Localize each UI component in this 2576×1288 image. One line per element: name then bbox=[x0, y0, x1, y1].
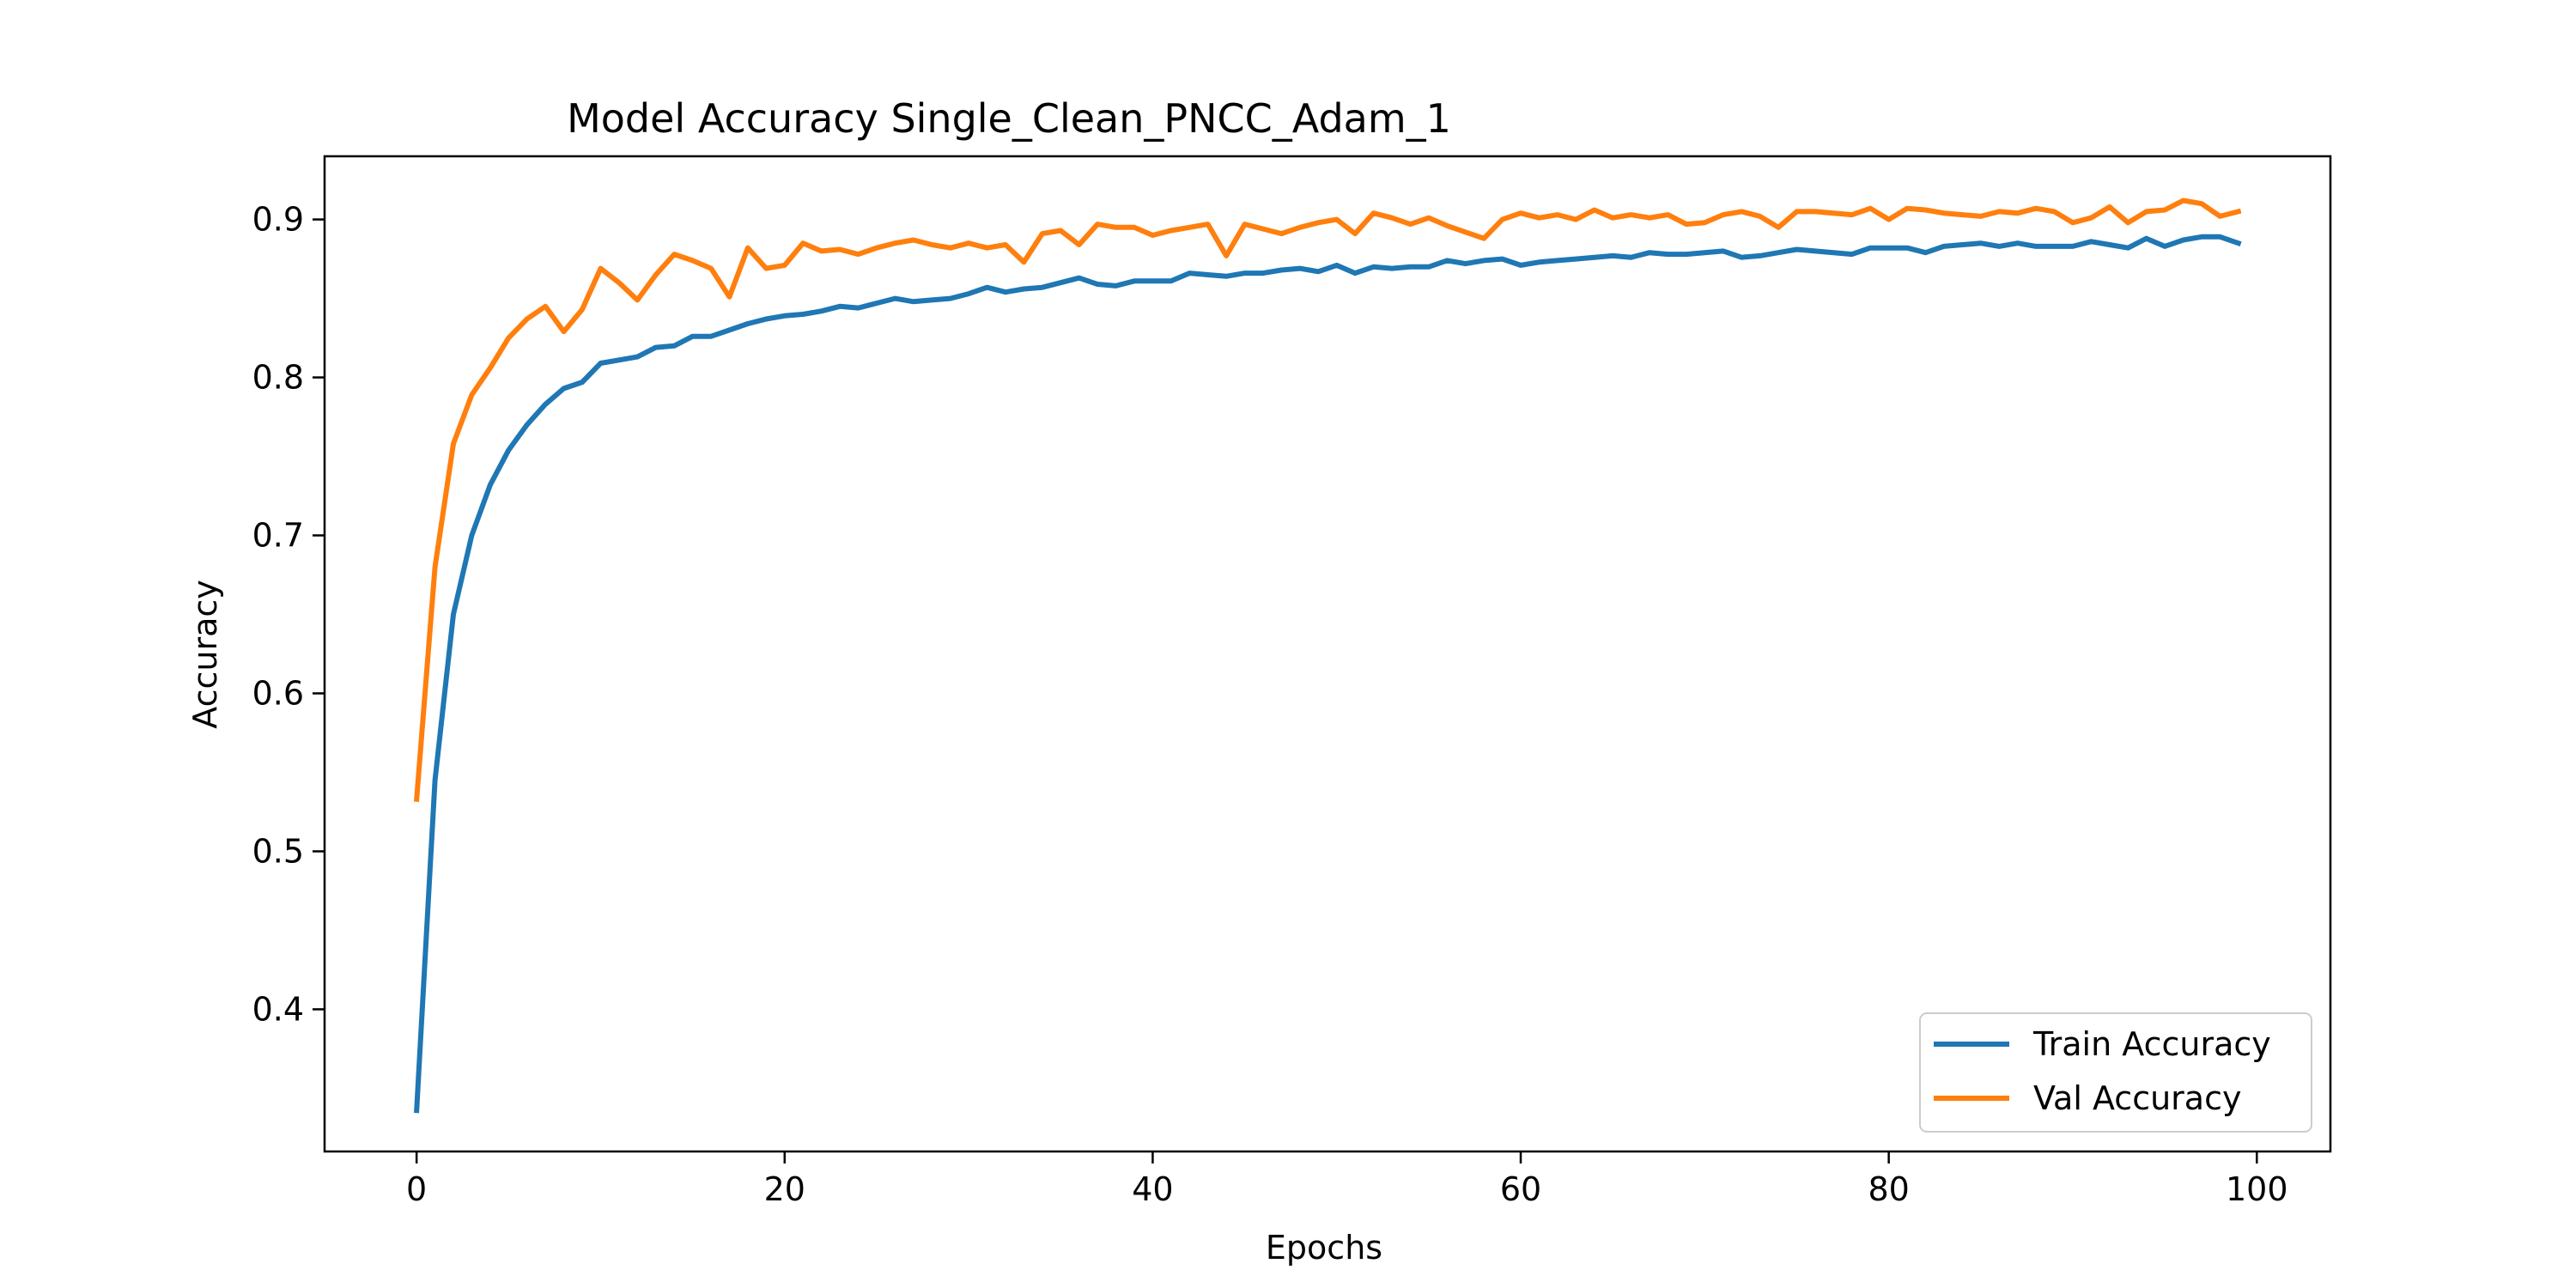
chart-title: Model Accuracy Single_Clean_PNCC_Adam_1 bbox=[567, 95, 1451, 142]
series-layer bbox=[413, 197, 2242, 1114]
y-tick-label: 0.6 bbox=[252, 674, 304, 712]
legend-label-train: Train Accuracy bbox=[2032, 1025, 2271, 1063]
y-tick-label: 0.8 bbox=[252, 359, 304, 397]
legend: Train Accuracy Val Accuracy bbox=[1919, 1012, 2312, 1133]
x-tick-label: 60 bbox=[1500, 1170, 1541, 1208]
x-tick-label: 40 bbox=[1132, 1170, 1173, 1208]
x-tick-label: 80 bbox=[1868, 1170, 1909, 1208]
y-tick-label: 0.7 bbox=[252, 517, 304, 555]
plot-frame bbox=[323, 155, 2332, 1153]
y-axis: 0.4 0.5 0.6 0.7 0.8 0.9 bbox=[252, 201, 325, 1028]
x-tick-label: 20 bbox=[764, 1170, 805, 1208]
y-tick-label: 0.9 bbox=[252, 201, 304, 239]
legend-label-val: Val Accuracy bbox=[2033, 1079, 2241, 1117]
x-axis-label: Epochs bbox=[1266, 1229, 1382, 1267]
x-axis: 0 20 40 60 80 100 bbox=[406, 1151, 2288, 1208]
x-tick-label: 0 bbox=[406, 1170, 427, 1208]
x-tick-label: 100 bbox=[2226, 1170, 2288, 1208]
y-tick-label: 0.5 bbox=[252, 832, 304, 870]
series-line-val-accuracy bbox=[413, 197, 2242, 803]
legend-box bbox=[1919, 1012, 2312, 1133]
y-tick-label: 0.4 bbox=[252, 990, 304, 1028]
y-axis-label: Accuracy bbox=[186, 580, 224, 729]
series-line-train-accuracy bbox=[414, 234, 2242, 1114]
